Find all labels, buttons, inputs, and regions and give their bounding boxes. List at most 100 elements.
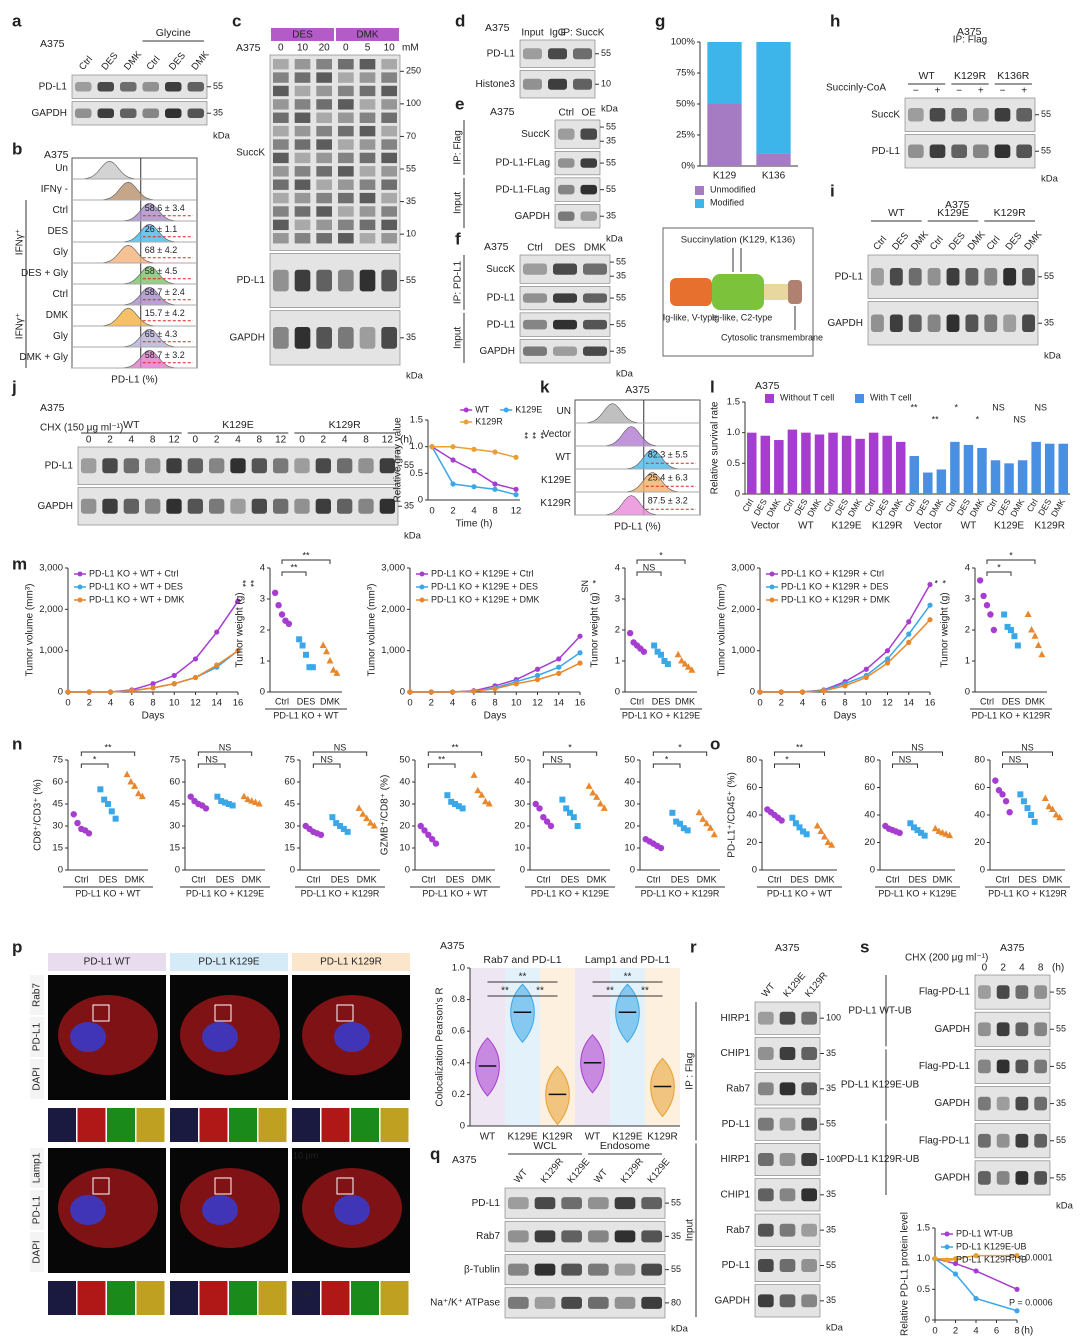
lane-label: K129R: [803, 970, 830, 999]
marker-label: 55: [601, 48, 611, 58]
point: [471, 688, 477, 694]
channel-label: Lamp1: [32, 1152, 43, 1183]
blot-strip: [904, 134, 1036, 169]
band: [561, 1263, 582, 1276]
band: [338, 139, 354, 150]
point: [559, 796, 566, 803]
band: [523, 293, 547, 303]
annotation: **: [520, 432, 530, 440]
band: [758, 1047, 774, 1060]
point: [248, 797, 256, 804]
x-tick-label: DMK: [968, 497, 986, 519]
lane-label: OE: [582, 108, 597, 119]
x-tick-label: Ctrl: [74, 874, 88, 884]
point: [699, 815, 707, 822]
x-tick-label: 12: [532, 698, 543, 709]
point: [107, 689, 114, 695]
band: [294, 139, 311, 150]
band: [1015, 1096, 1029, 1111]
y-tick-label: 4: [615, 563, 620, 574]
lane-label: −: [913, 86, 919, 97]
group-label: WT: [888, 207, 905, 219]
point: [513, 681, 519, 687]
bar: [923, 472, 933, 494]
row-label: PD-L1: [835, 271, 864, 282]
bracket: [427, 763, 456, 768]
scale-bar: 10 μm: [293, 1150, 318, 1160]
band: [779, 1047, 796, 1060]
band: [994, 108, 1011, 122]
band: [358, 458, 374, 474]
band: [359, 59, 376, 70]
band: [534, 1197, 556, 1210]
y-tick-label: 45: [52, 799, 63, 810]
point: [987, 611, 994, 618]
series-line: [68, 600, 239, 693]
y-tick-label: 20: [514, 821, 525, 832]
y-tick-label: 2: [260, 625, 265, 636]
point: [309, 664, 316, 671]
bracket: [652, 751, 708, 756]
point: [906, 619, 912, 625]
column-label: PD-L1 WT: [84, 957, 131, 968]
panel-letter: p: [12, 937, 22, 956]
panel-letter: o: [710, 734, 720, 753]
x-tick-label: 12: [190, 698, 201, 709]
violin: [545, 1065, 570, 1126]
inset: [258, 1281, 287, 1315]
bracket: [652, 763, 681, 768]
x-tick-label: Ctrl: [275, 696, 289, 706]
annotation: **: [528, 432, 538, 440]
bracket: [312, 763, 341, 768]
y-tick-label: 0: [870, 865, 875, 876]
x-tick-label: 4: [108, 698, 113, 709]
band: [558, 128, 575, 140]
point: [563, 805, 570, 812]
band: [973, 108, 989, 122]
point: [927, 602, 933, 608]
bracket: [197, 751, 253, 756]
marker-label: 55: [616, 292, 626, 302]
histogram: [72, 265, 197, 285]
y-tick-label: 0.6: [452, 1026, 465, 1037]
bar: [747, 432, 757, 494]
annotation: *: [976, 414, 980, 424]
band: [588, 1230, 609, 1243]
y-tick-label: 0: [735, 489, 740, 500]
band: [994, 144, 1011, 158]
violin: [510, 983, 535, 1043]
lane-label: 8: [1038, 963, 1044, 974]
blot-strip: [504, 1220, 666, 1252]
band: [951, 144, 967, 158]
y-tick-label: 60: [746, 782, 757, 793]
band: [1034, 1022, 1047, 1037]
y-tick-label: 0: [418, 495, 423, 506]
inset: [380, 1281, 409, 1315]
side-label: Input: [685, 1219, 696, 1241]
point: [450, 457, 456, 463]
marker-label: 35: [826, 1048, 836, 1058]
point: [214, 662, 220, 668]
bar: [1044, 443, 1055, 494]
band: [561, 1296, 582, 1309]
band: [123, 458, 139, 474]
legend-label: PD-L1 K129E-UB: [956, 1241, 1027, 1251]
band: [588, 1263, 609, 1276]
x-axis-label: PD-L1 KO + WT: [273, 710, 339, 720]
point: [363, 814, 371, 822]
point: [285, 620, 293, 627]
x-tick-label: 0: [757, 698, 762, 709]
unit-label: kDa: [601, 104, 619, 115]
side-label: IP: Flag: [453, 130, 464, 164]
band: [1015, 1133, 1029, 1148]
x-tick-label: 12: [511, 506, 522, 517]
point: [918, 829, 925, 836]
annotation: NS: [1009, 754, 1022, 764]
point: [1034, 641, 1042, 648]
legend-marker: [769, 584, 775, 590]
lane-label: DES: [890, 231, 911, 253]
y-tick-label: 100%: [671, 37, 696, 48]
blot-title: A375: [490, 106, 515, 118]
y-tick-label: 3: [965, 594, 970, 605]
point: [214, 629, 220, 635]
